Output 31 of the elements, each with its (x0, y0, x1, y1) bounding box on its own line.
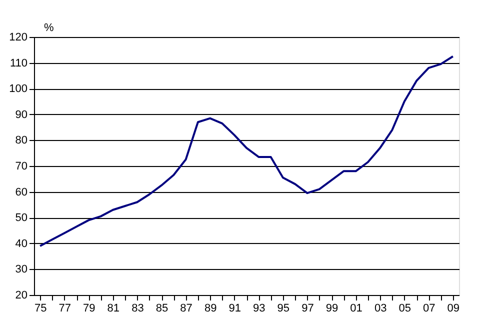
x-tick-label: 97 (302, 302, 314, 314)
x-tick-label: 05 (398, 302, 411, 314)
y-tick-label: 90 (15, 108, 28, 121)
x-tick-label: 81 (107, 302, 120, 314)
x-tick-label: 09 (447, 302, 460, 314)
x-tick-label: 79 (83, 302, 96, 314)
x-tick-label: 75 (34, 302, 47, 314)
y-tick-label: 40 (15, 238, 28, 250)
y-tick-label: 30 (15, 264, 28, 276)
x-tick-label: 03 (374, 302, 387, 314)
y-tick-label: 60 (15, 186, 28, 198)
x-tick-label: 83 (132, 302, 144, 314)
y-tick-label: 120 (9, 32, 28, 44)
x-tick-label: 91 (228, 302, 241, 314)
x-tick-label: 89 (204, 302, 217, 314)
x-tick-label: 85 (156, 302, 168, 314)
x-tick-label: 93 (253, 302, 266, 314)
y-axis-title: % (44, 22, 54, 34)
y-tick-label: 70 (15, 160, 28, 172)
y-tick-label: 100 (9, 83, 28, 96)
x-tick-label: 95 (277, 302, 290, 314)
y-tick-label: 20 (15, 290, 28, 302)
y-tick-label: 80 (15, 134, 28, 147)
x-tick-label: 87 (180, 302, 192, 314)
x-tick-label: 01 (350, 302, 362, 314)
x-tick-label: 99 (326, 302, 338, 314)
x-tick-label: 77 (58, 302, 71, 314)
x-tick-label: 07 (423, 302, 436, 314)
y-tick-label: 110 (10, 57, 28, 70)
line-series (39, 55, 454, 247)
y-tick-label: 50 (15, 212, 28, 224)
